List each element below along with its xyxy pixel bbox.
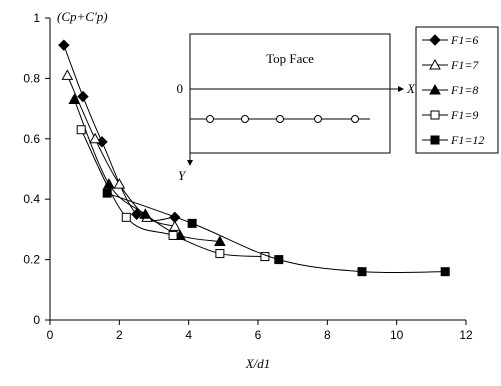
axes: 0 2 4 6 8 10 12 0 0.2 0.4 0.6 0.8 1 X/d1 (Cp+C'p): [23, 9, 473, 371]
x-tick-label: 12: [459, 328, 473, 342]
inset-tap-point: [276, 115, 284, 123]
data-point: [121, 212, 131, 222]
data-point: [187, 218, 197, 228]
data-point: [102, 188, 112, 198]
legend-item: F1=12: [422, 133, 484, 147]
data-point: [139, 208, 152, 219]
legend-marker-icon: [429, 34, 441, 46]
data-point: [214, 235, 226, 246]
inset-y-label: Y: [178, 168, 187, 183]
inset-x-label: X: [406, 81, 416, 96]
x-tick-label: 2: [116, 328, 123, 342]
legend-label: F1=8: [450, 83, 478, 97]
y-tick-label: 0.6: [23, 132, 40, 146]
legend-label: F1=12: [450, 133, 484, 147]
y-tick-label: 0.4: [23, 192, 40, 206]
data-point: [357, 267, 367, 277]
x-tick-label: 4: [185, 328, 192, 342]
data-point: [215, 249, 225, 259]
legend-item: F1=9: [422, 108, 478, 122]
series-4: [76, 125, 270, 262]
legend-marker-icon: [429, 83, 441, 95]
legend-label: F1=7: [450, 58, 479, 72]
data-point: [130, 208, 143, 221]
legend-item: F1=7: [422, 58, 479, 72]
inset-diagram: Top Face 0 X Y: [177, 33, 416, 183]
series-layer: [58, 39, 450, 277]
data-point: [68, 93, 81, 105]
legend-marker-icon: [430, 135, 440, 145]
data-point: [76, 125, 86, 135]
y-tick-label: 0.2: [23, 253, 40, 267]
data-point: [89, 132, 101, 144]
x-tick-label: 10: [390, 328, 404, 342]
inset-x-arrow-icon: [398, 86, 404, 92]
legend-marker-icon: [429, 58, 441, 70]
inset-tap-point: [314, 115, 322, 123]
y-tick-label: 0: [33, 313, 40, 327]
legend-item: F1=8: [422, 83, 478, 97]
inset-origin-label: 0: [177, 81, 184, 96]
legend-item: F1=6: [422, 33, 478, 47]
data-point: [61, 69, 74, 80]
inset-tap-point: [206, 115, 214, 123]
inset-frame: [189, 33, 391, 154]
data-point: [274, 255, 284, 265]
legend-label: F1=6: [450, 33, 478, 47]
x-axis-title: X/d1: [245, 356, 271, 371]
data-point: [103, 178, 115, 189]
data-point: [168, 230, 178, 240]
data-point: [77, 90, 89, 103]
y-tick-label: 1: [33, 11, 40, 25]
data-point: [113, 178, 126, 189]
y-tick-label: 0.8: [23, 71, 40, 85]
data-point: [168, 220, 181, 231]
x-tick-label: 0: [47, 328, 54, 342]
y-axis-title: (Cp+C'p): [57, 9, 108, 24]
x-tick-label: 8: [324, 328, 331, 342]
inset-tap-point: [351, 115, 359, 123]
legend: F1=6 F1=7 F1=8 F1=9 F1=12: [415, 26, 499, 154]
data-point: [440, 267, 450, 277]
legend-label: F1=9: [450, 108, 478, 122]
data-point: [58, 39, 70, 51]
legend-marker-icon: [430, 110, 440, 120]
series-5: [102, 188, 450, 277]
x-tick-label: 6: [255, 328, 262, 342]
inset-y-arrow-icon: [187, 160, 193, 166]
inset-title: Top Face: [266, 51, 314, 66]
inset-tap-point: [241, 115, 249, 123]
